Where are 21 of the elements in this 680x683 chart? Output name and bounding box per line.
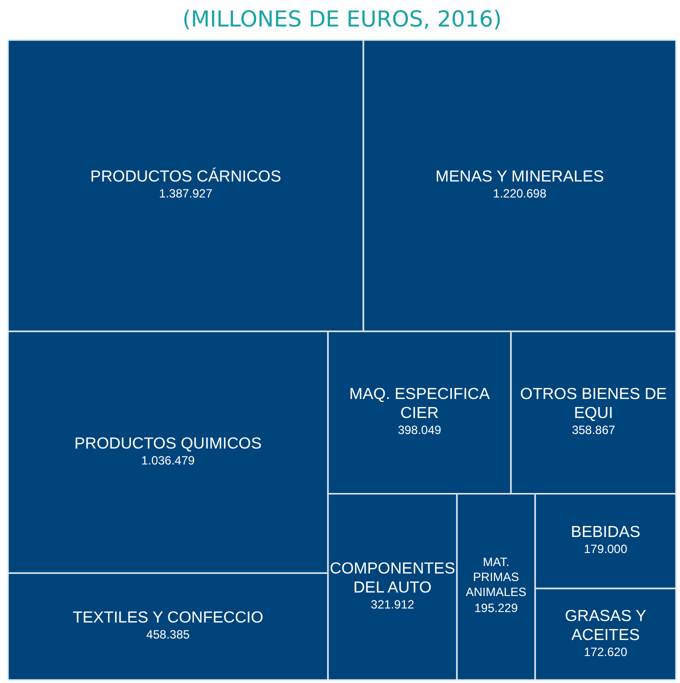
category-label: COMPONENTES DEL AUTO [330,560,456,596]
data-label: 1.220.698 [493,186,547,201]
data-label: 458.385 [146,628,190,642]
category-label: MAT. PRIMAS ANIMALES [466,554,526,599]
category-label: MENAS Y MINERALES [436,168,604,186]
category-label: BEBIDAS [570,524,640,542]
data-label: 1.387.927 [159,186,213,201]
data-label: 172.620 [584,644,628,659]
category-label: TEXTILES Y CONFECCIO [72,610,264,627]
data-label: 1.036.479 [141,453,196,468]
category-label: MAQ. ESPECIFICA CIER [349,386,490,422]
data-label: 195.229 [474,600,518,615]
category-label: OTROS BIENES DE EQUI [520,386,667,422]
category-label: PRODUCTOS CÁRNICOS [90,168,282,186]
category-label: GRASAS Y ACEITES [564,608,647,644]
data-label: 358.867 [572,423,616,438]
data-label: 321.912 [370,597,414,612]
category-label: PRODUCTOS QUIMICOS [74,435,262,452]
data-label: 398.049 [398,423,442,438]
text: (MILLONES DE EUROS, 2016) [182,7,502,32]
data-label: 179.000 [584,542,628,556]
